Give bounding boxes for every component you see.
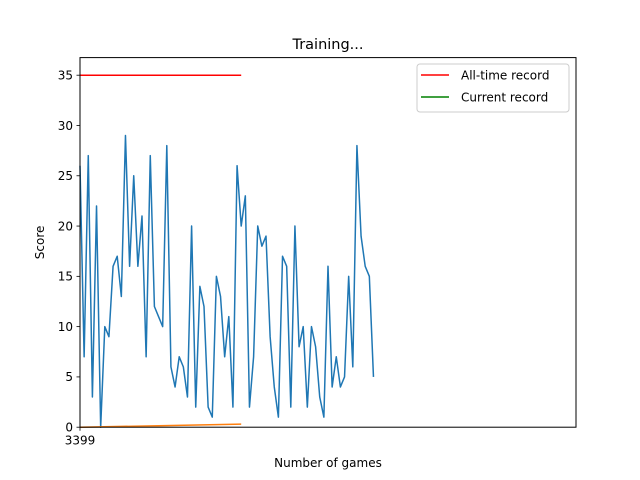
chart-title: Training... (291, 37, 363, 53)
y-axis-ticks: 0 5 10 15 20 25 30 35 (58, 69, 80, 435)
legend-box (416, 63, 570, 113)
legend-label-current-record: Current record (461, 91, 548, 105)
x-axis-label: Number of games (274, 456, 382, 470)
x-axis-ticks: 3399 (65, 427, 96, 448)
y-tick-label: 35 (58, 69, 73, 83)
score-series-line (79, 134, 375, 428)
y-tick-label: 0 (65, 421, 73, 435)
y-tick-label: 30 (58, 119, 73, 133)
y-tick-label: 5 (65, 370, 73, 384)
mean-series-line (79, 423, 242, 428)
y-axis-label: Score (33, 226, 47, 260)
y-tick-label: 20 (58, 219, 73, 233)
axes-frame (79, 57, 577, 428)
legend-label-all-time-record: All-time record (461, 69, 549, 83)
x-tick-label: 3399 (65, 434, 96, 448)
legend: All-time record Current record (416, 63, 570, 113)
y-tick-label: 10 (58, 320, 73, 334)
plot-area (79, 74, 375, 428)
y-tick-label: 25 (58, 169, 73, 183)
y-tick-label: 15 (58, 270, 73, 284)
